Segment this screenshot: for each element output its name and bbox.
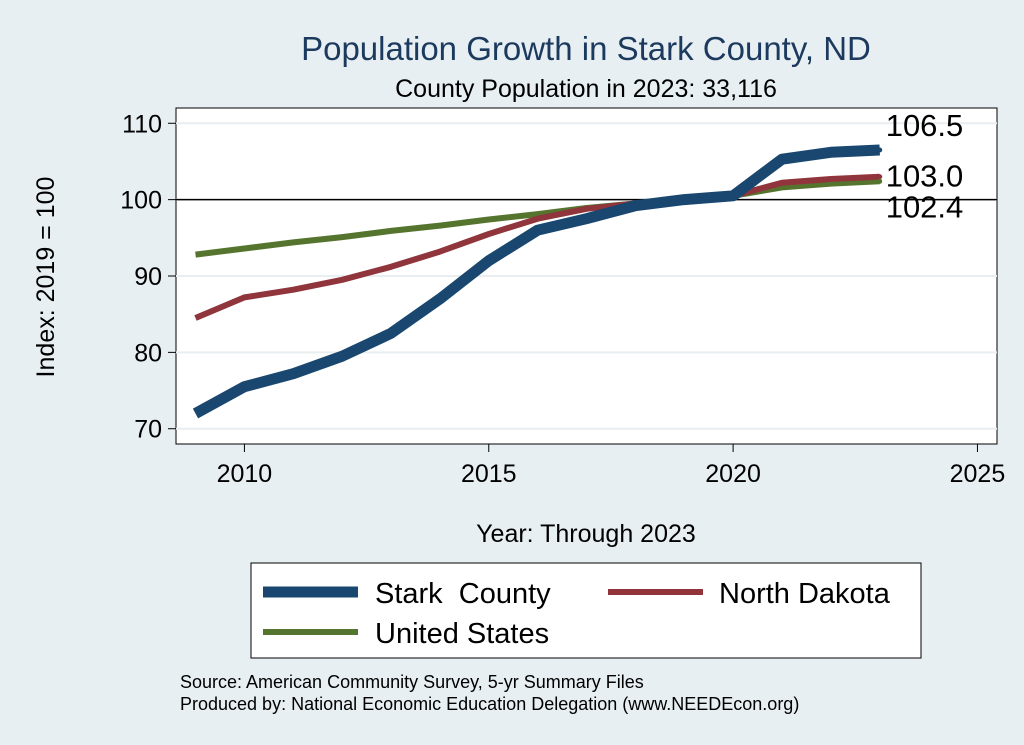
legend-label-stark-county: Stark County xyxy=(375,578,551,610)
x-axis-title: Year: Through 2023 xyxy=(476,520,696,548)
gridlines xyxy=(176,122,997,430)
legend-box xyxy=(250,562,922,659)
end-label-united-states: 102.4 xyxy=(886,189,964,224)
chart-title: Population Growth in Stark County, ND xyxy=(301,30,871,67)
y-tick-label-110: 110 xyxy=(122,110,162,138)
x-tick-label-2010: 2010 xyxy=(217,460,273,488)
end-marker-north-dakota xyxy=(877,174,883,180)
legend: Stark County North Dakota United States xyxy=(250,562,922,659)
end-marker-united-states xyxy=(877,178,883,184)
end-label-north-dakota: 103.0 xyxy=(886,159,964,194)
x-axis: 2010 2015 2020 2025 xyxy=(217,444,1006,488)
chart-subtitle: County Population in 2023: 33,116 xyxy=(395,75,777,103)
y-tick-label-100: 100 xyxy=(120,187,162,215)
x-tick-label-2015: 2015 xyxy=(461,460,517,488)
x-tick-label-2020: 2020 xyxy=(705,460,761,488)
y-tick-label-80: 80 xyxy=(134,339,162,367)
series-line-north-dakota xyxy=(194,173,880,321)
source-note: Source: American Community Survey, 5-yr … xyxy=(180,672,644,692)
y-tick-label-70: 70 xyxy=(134,416,162,444)
legend-label-north-dakota: North Dakota xyxy=(719,578,891,610)
y-tick-label-90: 90 xyxy=(134,263,162,291)
end-marker-stark-county xyxy=(877,147,883,153)
y-axis: 70 80 90 100 110 xyxy=(120,110,176,444)
x-tick-label-2025: 2025 xyxy=(950,460,1006,488)
end-label-stark-county: 106.5 xyxy=(886,108,964,143)
series-line-stark-county xyxy=(192,144,880,419)
producer-note: Produced by: National Economic Education… xyxy=(180,694,799,714)
series-lines xyxy=(192,144,880,419)
legend-label-united-states: United States xyxy=(375,618,549,650)
y-axis-title: Index: 2019 = 100 xyxy=(32,177,60,378)
